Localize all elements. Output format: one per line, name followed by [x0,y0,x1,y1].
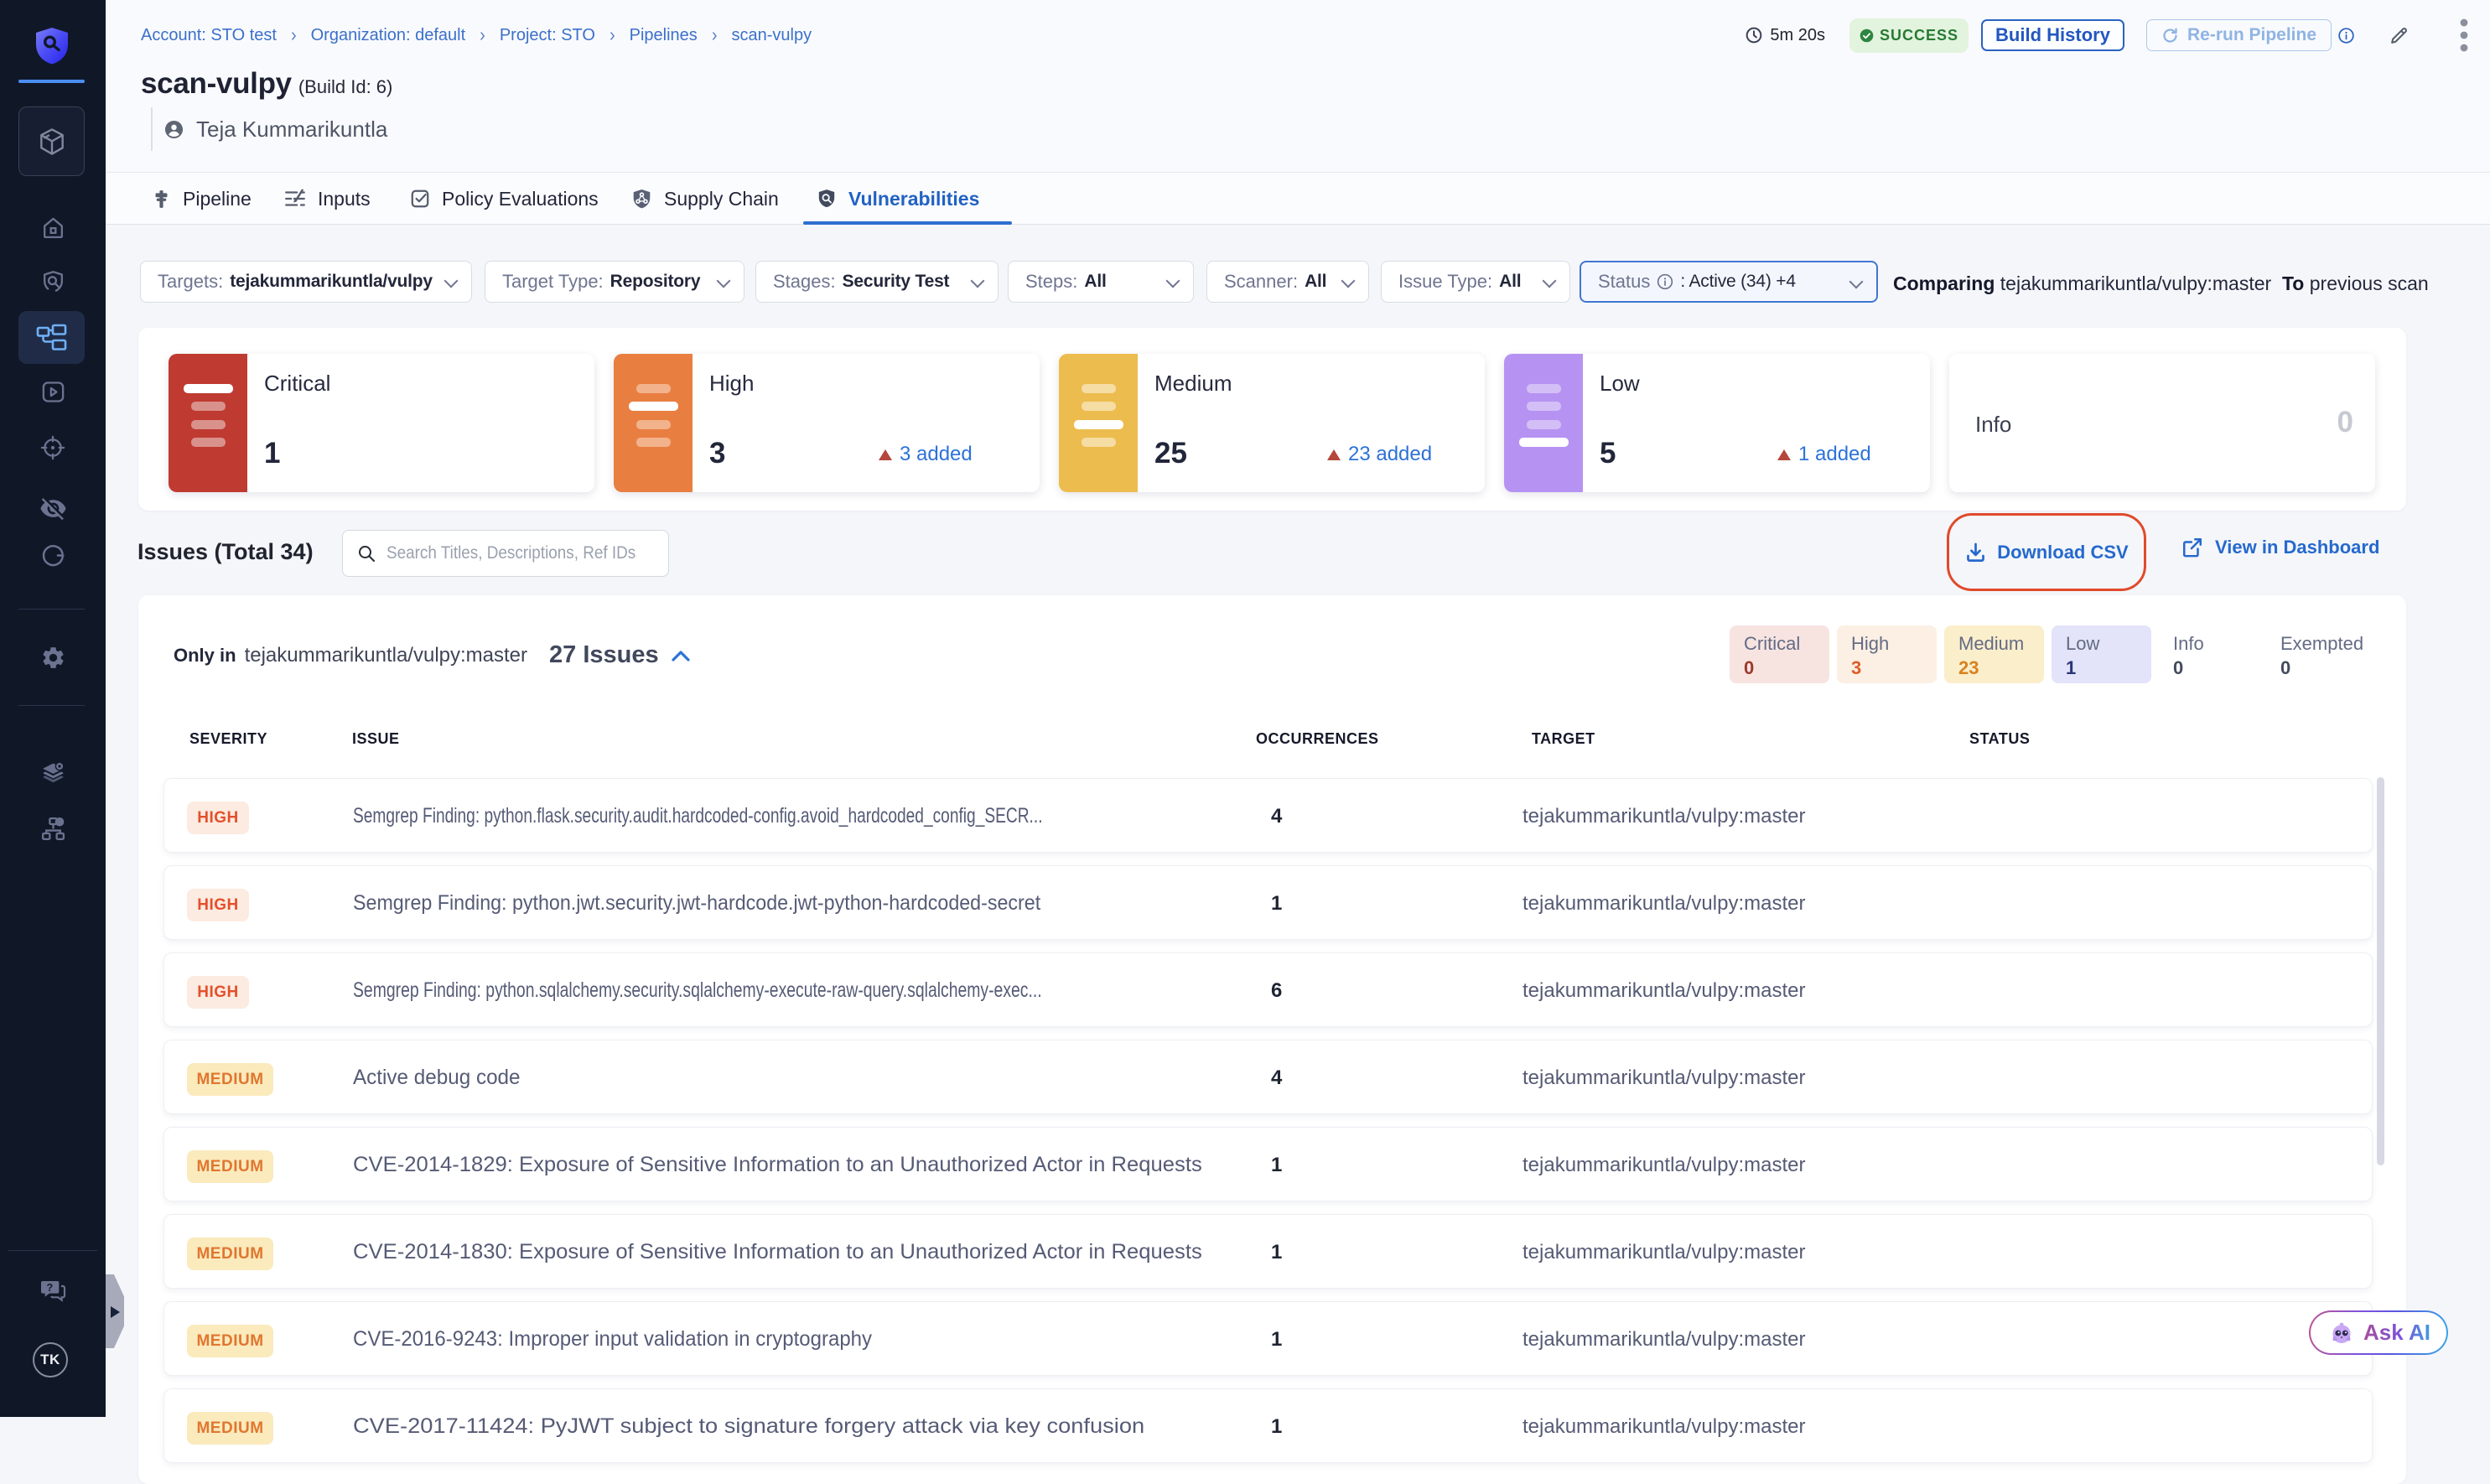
svg-text:?: ? [47,1282,54,1294]
